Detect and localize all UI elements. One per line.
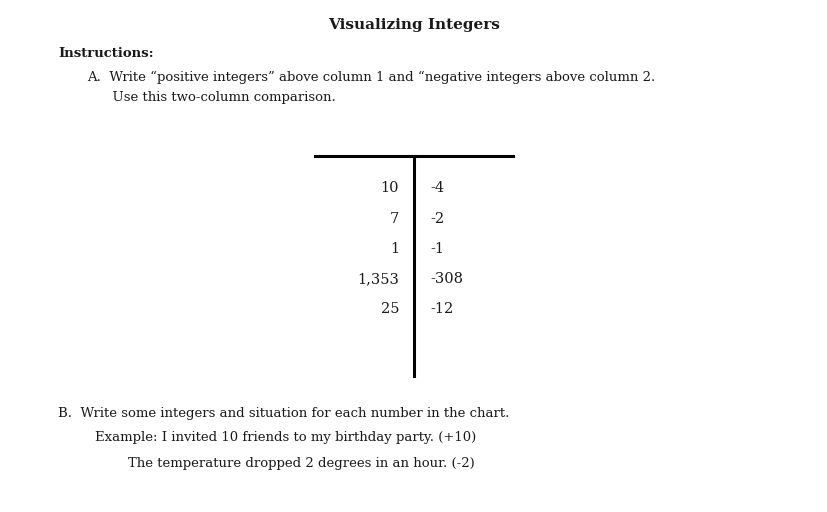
Text: -4: -4 (430, 181, 444, 196)
Text: Use this two-column comparison.: Use this two-column comparison. (87, 91, 335, 104)
Text: -308: -308 (430, 272, 463, 286)
Text: 1,353: 1,353 (356, 272, 399, 286)
Text: Example: I invited 10 friends to my birthday party. (+10): Example: I invited 10 friends to my birt… (95, 431, 476, 444)
Text: B.  Write some integers and situation for each number in the chart.: B. Write some integers and situation for… (58, 407, 509, 420)
Text: Visualizing Integers: Visualizing Integers (327, 18, 500, 32)
Text: 1: 1 (390, 242, 399, 256)
Text: -12: -12 (430, 302, 453, 316)
Text: 10: 10 (380, 181, 399, 196)
Text: 7: 7 (390, 211, 399, 226)
Text: -1: -1 (430, 242, 444, 256)
Text: Instructions:: Instructions: (58, 47, 153, 60)
Text: The temperature dropped 2 degrees in an hour. (-2): The temperature dropped 2 degrees in an … (128, 457, 475, 470)
Text: A.  Write “positive integers” above column 1 and “negative integers above column: A. Write “positive integers” above colum… (87, 71, 654, 84)
Text: -2: -2 (430, 211, 444, 226)
Text: 25: 25 (380, 302, 399, 316)
